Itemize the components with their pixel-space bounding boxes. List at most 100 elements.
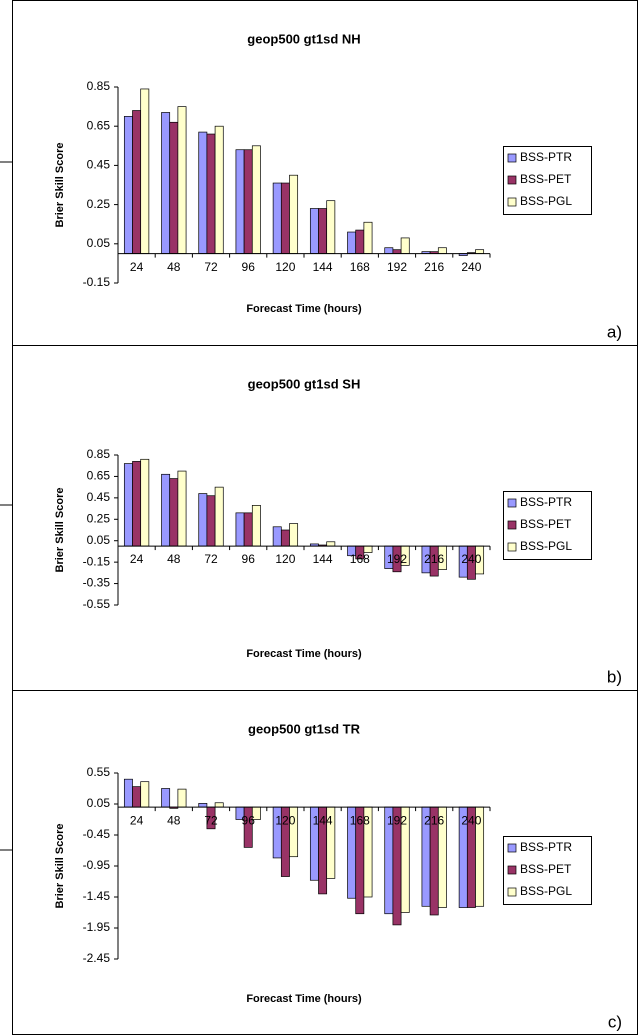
bar [475,249,485,254]
x-tick-label: 144 [313,552,333,566]
legend-swatch [507,153,517,163]
bar [309,208,319,254]
bar [392,249,402,254]
y-tick-label: 0.85 [87,447,111,461]
x-tick-label: 72 [204,260,218,274]
x-tick-label: 48 [167,552,181,566]
x-tick-label: 240 [461,260,481,274]
bar [318,208,328,254]
bar [214,802,224,808]
bar [363,221,373,254]
bar [326,541,336,547]
y-tick-label: -1.45 [83,889,111,903]
bar [177,470,187,547]
x-tick-label: 240 [461,552,481,566]
legend-label: BSS-PGL [520,539,572,553]
bar [123,778,133,808]
legend-swatch [507,175,517,185]
x-axis-title: Forecast Time (hours) [246,993,362,1005]
bar [206,133,216,254]
x-tick-label: 216 [424,813,444,827]
x-tick-label: 216 [424,552,444,566]
x-axis-title: Forecast Time (hours) [246,648,362,660]
bar [198,131,208,254]
bar [272,526,282,547]
bar [206,495,216,547]
legend-label: BSS-PGL [520,194,572,208]
bar [198,803,208,808]
bar [132,110,142,254]
chart-title: geop500 gt1sd TR [248,721,361,736]
bar [251,145,261,254]
y-tick-label: 0.45 [87,490,111,504]
y-tick-label: -0.95 [83,858,111,872]
bar [214,486,224,547]
bar [161,473,171,547]
x-tick-label: 24 [130,813,144,827]
bar [177,788,187,808]
bar [123,116,133,254]
legend-swatch [507,865,517,875]
bar [235,512,245,547]
y-axis-title: Brier Skill Score [54,488,66,573]
y-tick-label: -0.15 [83,275,111,289]
y-tick-label: -0.35 [83,576,111,590]
x-tick-label: 168 [350,260,370,274]
y-tick-label: 0.05 [87,796,111,810]
legend-swatch [507,887,517,897]
bar [140,88,150,254]
y-tick-label: -0.45 [83,827,111,841]
panel-label: b) [607,667,622,686]
legend-swatch [507,520,517,530]
bar [289,523,299,547]
bar [400,237,410,254]
legend-swatch [507,843,517,853]
legend-swatch [507,542,517,552]
y-tick-label: -1.95 [83,920,111,934]
x-axis-title: Forecast Time (hours) [246,303,362,315]
bar [132,786,142,808]
x-tick-label: 168 [350,552,370,566]
y-tick-label: 0.25 [87,197,111,211]
bar [169,478,179,547]
legend-label: BSS-PTR [520,840,572,854]
x-tick-label: 48 [167,260,181,274]
panel-label: c) [608,1012,622,1031]
y-tick-label: 0.45 [87,158,111,172]
x-tick-label: 72 [204,552,218,566]
bar [140,458,150,547]
bar [355,229,365,254]
legend-label: BSS-PTR [520,150,572,164]
y-tick-label: -2.45 [83,951,111,965]
bar [214,125,224,254]
x-tick-label: 144 [313,260,333,274]
x-tick-label: 24 [130,260,144,274]
chart-title: geop500 gt1sd SH [248,376,361,391]
x-tick-label: 96 [242,552,256,566]
x-tick-label: 192 [387,813,407,827]
legend-label: BSS-PGL [520,884,572,898]
y-tick-label: 0.05 [87,236,111,250]
bar [243,512,253,547]
x-tick-label: 48 [167,813,181,827]
x-tick-label: 72 [204,813,218,827]
y-tick-label: 0.65 [87,118,111,132]
bar [235,149,245,254]
bar [251,505,261,547]
legend-label: BSS-PTR [520,495,572,509]
bar [347,231,357,254]
legend-box [503,491,592,560]
x-tick-label: 192 [387,552,407,566]
x-tick-label: 192 [387,260,407,274]
bar [140,781,150,808]
legend-swatch [507,197,517,207]
y-tick-label: -0.55 [83,597,111,611]
y-tick-label: 0.65 [87,469,111,483]
y-axis-title: Brier Skill Score [54,143,66,228]
x-tick-label: 120 [275,813,295,827]
x-tick-label: 168 [350,813,370,827]
bar [161,112,171,254]
bar [177,106,187,254]
panel-label: a) [607,322,622,341]
